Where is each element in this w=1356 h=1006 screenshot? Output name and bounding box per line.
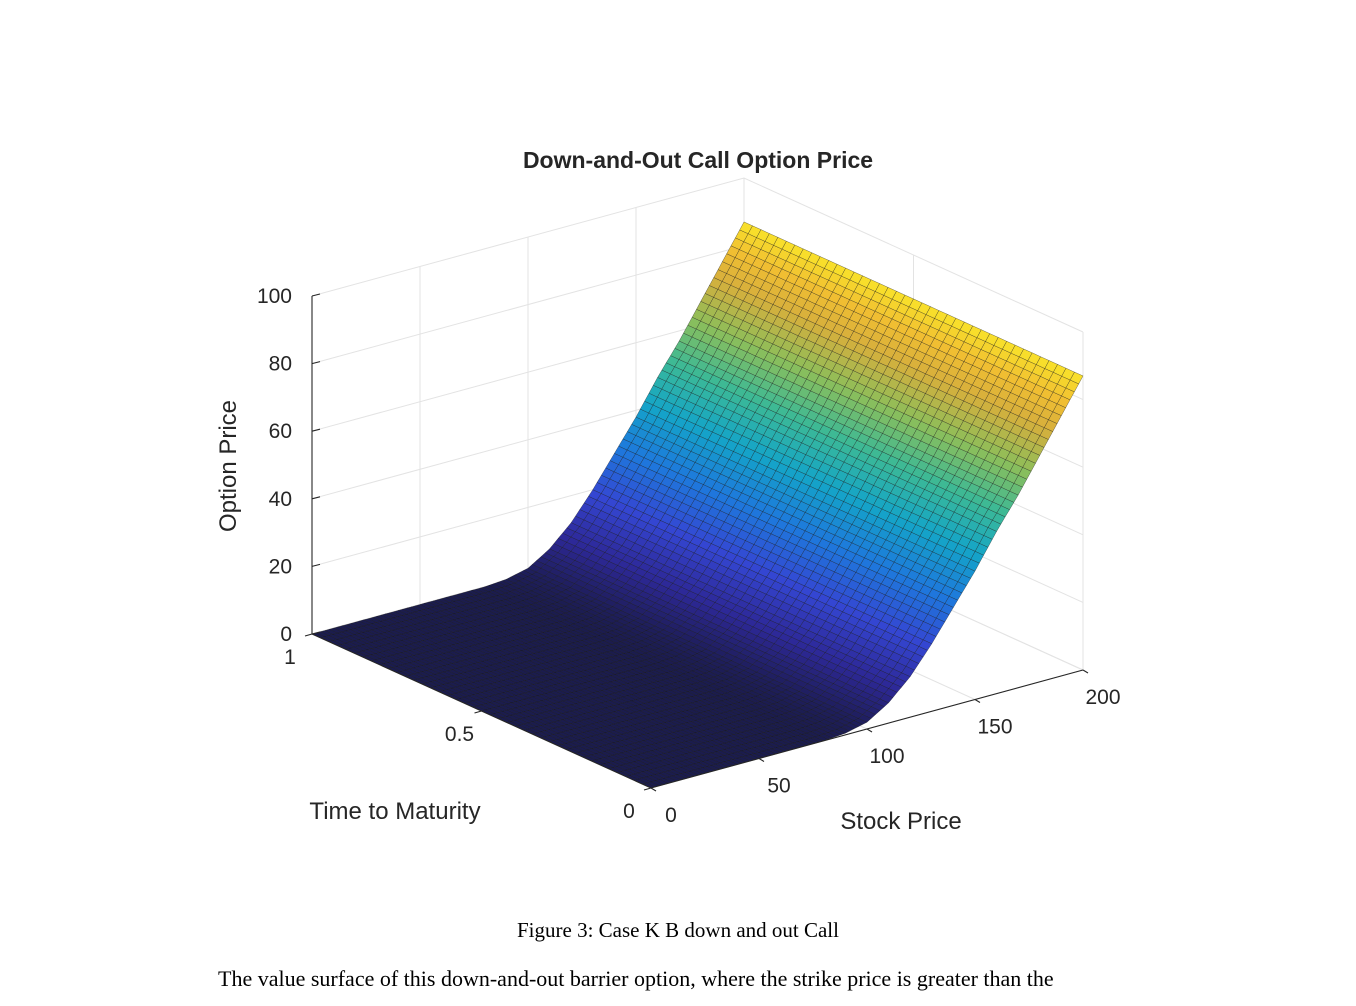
z-tick — [311, 563, 321, 567]
y-tick — [304, 633, 313, 637]
body-text: The value surface of this down-and-out b… — [218, 966, 1054, 991]
x-tick — [650, 787, 657, 792]
y-tick-label: 0 — [623, 800, 635, 823]
x-axis-label: Stock Price — [840, 808, 961, 835]
x-tick — [866, 728, 873, 733]
x-tick-label: 200 — [1085, 686, 1120, 709]
page: 0 50 100 150 200 0 0.5 1 0 20 40 60 80 100 Down-and-O… — [215, 147, 1121, 991]
x-tick — [758, 758, 765, 762]
z-tick-label: 0 — [280, 623, 292, 646]
z-tick — [311, 428, 321, 432]
z-tick — [311, 293, 321, 297]
z-tick-label: 80 — [269, 353, 292, 376]
z-tick-label: 100 — [257, 285, 292, 308]
x-tick-label: 150 — [977, 716, 1012, 739]
y-tick-label: 1 — [284, 646, 296, 669]
x-tick-label: 50 — [767, 775, 790, 798]
z-tick — [311, 631, 321, 635]
x-tick-label: 100 — [869, 745, 904, 768]
x-tick — [974, 699, 981, 703]
chart-title: Down-and-Out Call Option Price — [523, 147, 873, 173]
surface-plot — [311, 221, 1084, 789]
figure-caption: Figure 3: Case K B down and out Call — [517, 918, 839, 942]
y-tick-label: 0.5 — [445, 723, 474, 746]
z-axis-label: Option Price — [215, 400, 242, 532]
z-tick-label: 60 — [269, 420, 292, 443]
x-tick-label: 0 — [665, 804, 677, 827]
z-tick — [311, 361, 321, 365]
z-tick-label: 20 — [269, 555, 292, 578]
y-tick — [474, 710, 482, 714]
y-tick — [643, 787, 652, 791]
z-tick — [311, 496, 321, 500]
y-axis-label: Time to Maturity — [309, 798, 480, 825]
x-tick — [1082, 669, 1089, 674]
surface-cell — [1069, 371, 1084, 385]
z-tick-label: 40 — [269, 488, 292, 511]
